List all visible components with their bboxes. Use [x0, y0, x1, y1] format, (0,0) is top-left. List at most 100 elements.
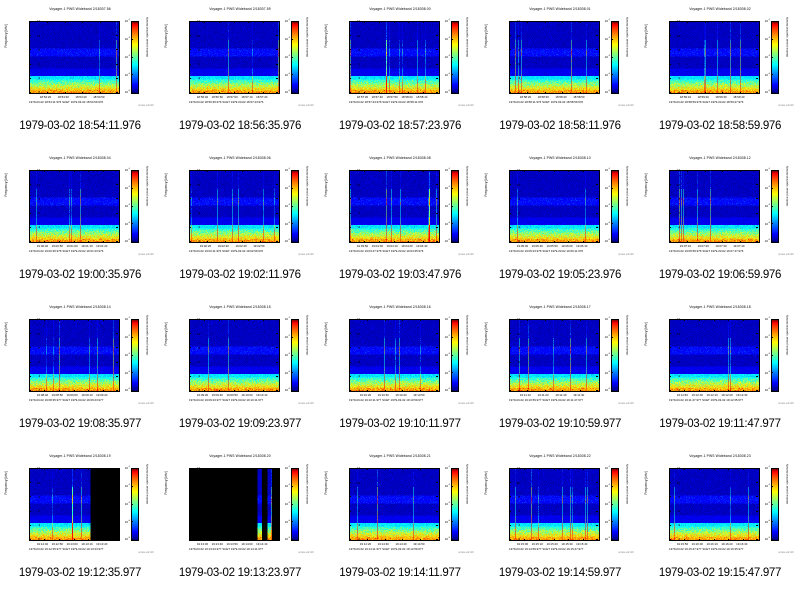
x-axis-tick-mark: [743, 390, 744, 392]
spectrogram-image: [29, 319, 120, 392]
range-end-date: 1979-03-02: [230, 398, 246, 402]
y-axis-tick-label: 2: [518, 388, 520, 393]
y-axis-tick-mark: [276, 241, 278, 242]
y-axis-tick-label: 6: [678, 211, 680, 215]
spectrogram-panel: Voyager-1 PWS Wideband 2/18308.20 Frequen…: [160, 447, 320, 596]
colorbar-tick-label: 10-4: [764, 370, 770, 375]
colorbar-tick-label: 10-3: [604, 203, 610, 208]
colorbar-tick-label: 10-5: [124, 388, 130, 393]
x-axis-tick-mark: [402, 319, 403, 321]
y-axis-tick-label: 12: [356, 466, 360, 471]
colorbar-label: relative power spectral density: [465, 463, 469, 505]
colorbar-tick-label: 10-2: [284, 37, 290, 42]
y-axis-tick-label: 6: [518, 509, 520, 513]
timezone-label: SCET: [382, 398, 390, 402]
colorbar-tick-label: 10-4: [124, 221, 130, 226]
colorbar-tick-mark: [611, 56, 613, 57]
y-axis-tick-mark: [756, 198, 758, 199]
y-axis-tick-mark: [116, 539, 118, 540]
y-axis-tick-mark: [596, 63, 598, 65]
colorbar-label: relative power spectral density: [465, 165, 469, 207]
y-axis-tick-mark: [189, 21, 191, 22]
y-axis-tick-label: 6: [518, 360, 520, 364]
y-axis-tick-mark: [349, 35, 351, 36]
x-axis-tick-mark: [544, 21, 546, 23]
colorbar-tick-mark: [131, 241, 133, 242]
y-axis-tick-mark: [669, 184, 671, 185]
colorbar-tick-label: 10-2: [604, 335, 610, 340]
y-axis-tick-mark: [756, 21, 758, 22]
colorbar-tick-mark: [291, 223, 293, 224]
colorbar-tick-mark: [771, 354, 773, 355]
x-axis-tick-mark: [46, 92, 48, 94]
plot-area: Voyager-1 PWS Wideband 2/18308.18 Frequen…: [640, 298, 800, 416]
x-axis-range-footer: 1979-03-02 19:10:11.977 SCET 1979-03-02 …: [349, 398, 449, 402]
y-axis-tick-label: 12: [196, 317, 200, 322]
x-axis-tick-mark: [743, 319, 744, 321]
y-axis-tick-mark: [596, 170, 598, 171]
x-axis-tick-label: 19:14:50: [413, 542, 425, 546]
timezone-label: SCET: [222, 547, 231, 551]
x-axis-tick-label: 19:16:20: [721, 542, 733, 546]
colorbar-tick-mark: [451, 92, 453, 93]
y-axis-tick-mark: [29, 49, 31, 50]
y-axis-tick-label: 10: [676, 33, 680, 38]
colorbar: [771, 170, 779, 243]
y-axis-tick-mark: [349, 63, 351, 65]
x-axis-tick-label: 19:02:50: [253, 244, 265, 248]
colorbar-tick-mark: [131, 92, 133, 93]
y-axis-tick-mark: [596, 21, 598, 22]
x-axis-tick-label: 18:58:40: [555, 95, 567, 99]
x-axis-tick-label: 19:15:00: [516, 542, 529, 546]
colorbar-tick-mark: [131, 38, 133, 40]
x-axis-tick-mark: [686, 170, 688, 172]
y-axis-tick-mark: [189, 170, 191, 171]
x-axis-tick-label: 18:57:00: [226, 95, 238, 99]
range-start-date: 1979-03-02: [509, 398, 524, 402]
x-axis-tick-label: 18:57:20: [256, 95, 268, 99]
colorbar-tick-label: 10-1: [444, 317, 450, 322]
y-axis-tick-label: 4: [358, 76, 360, 81]
plot-title: Voyager-1 PWS Wideband 2/18308.14: [49, 305, 111, 309]
x-axis-tick-mark: [526, 92, 528, 94]
x-axis-tick-mark: [580, 92, 581, 94]
y-axis-tick-mark: [189, 390, 191, 391]
x-axis-tick-mark: [233, 390, 235, 392]
y-axis-tick-mark: [596, 241, 598, 242]
x-axis-tick-mark: [218, 21, 220, 23]
range-end-date: 1979-03-02: [550, 249, 566, 253]
x-axis-tick-label: 19:07:40: [733, 244, 745, 248]
x-axis-tick-mark: [544, 92, 546, 94]
x-axis-tick-mark: [580, 21, 581, 23]
range-start-date: 1979-03-02: [509, 547, 524, 551]
colorbar-tick-mark: [451, 205, 453, 206]
y-axis-tick-mark: [509, 539, 511, 540]
y-axis-tick-mark: [29, 390, 31, 391]
timezone-label: SCET: [702, 100, 711, 104]
x-axis-tick-mark: [420, 468, 421, 470]
timezone-label: SCET: [222, 398, 231, 402]
y-axis-tick-label: 6: [198, 211, 200, 215]
colorbar-tick-mark: [291, 38, 293, 40]
y-axis-tick-mark: [349, 212, 351, 214]
x-axis-tick-mark: [43, 170, 45, 172]
colorbar-tick-mark: [611, 38, 613, 40]
y-axis-label: Frequency [kHz]: [164, 322, 168, 346]
colorbar-tick-mark: [131, 336, 133, 338]
colorbar-tick-label: 10-4: [124, 370, 130, 375]
y-axis-tick-label: 10: [196, 480, 200, 485]
y-axis-tick-mark: [116, 212, 118, 214]
y-axis-tick-label: 12: [676, 466, 680, 471]
y-axis-tick-mark: [276, 92, 278, 93]
spectrogram-panel: Voyager-1 PWS Wideband 2/18308.00 Frequen…: [320, 0, 480, 149]
range-end-date: 1979-03-02: [230, 547, 246, 551]
y-axis-tick-mark: [669, 170, 671, 171]
y-axis-tick-mark: [436, 375, 438, 377]
x-axis-tick-mark: [743, 539, 744, 541]
x-axis-tick-label: 19:11:40: [573, 393, 585, 397]
colorbar-label: relative power spectral density: [465, 314, 469, 356]
colorbar-tick-mark: [771, 503, 773, 504]
source-note: uiowa edr/ddr: [298, 402, 314, 405]
colorbar-tick-mark: [291, 21, 293, 22]
x-axis-tick-label: 19:11:50: [676, 393, 688, 397]
